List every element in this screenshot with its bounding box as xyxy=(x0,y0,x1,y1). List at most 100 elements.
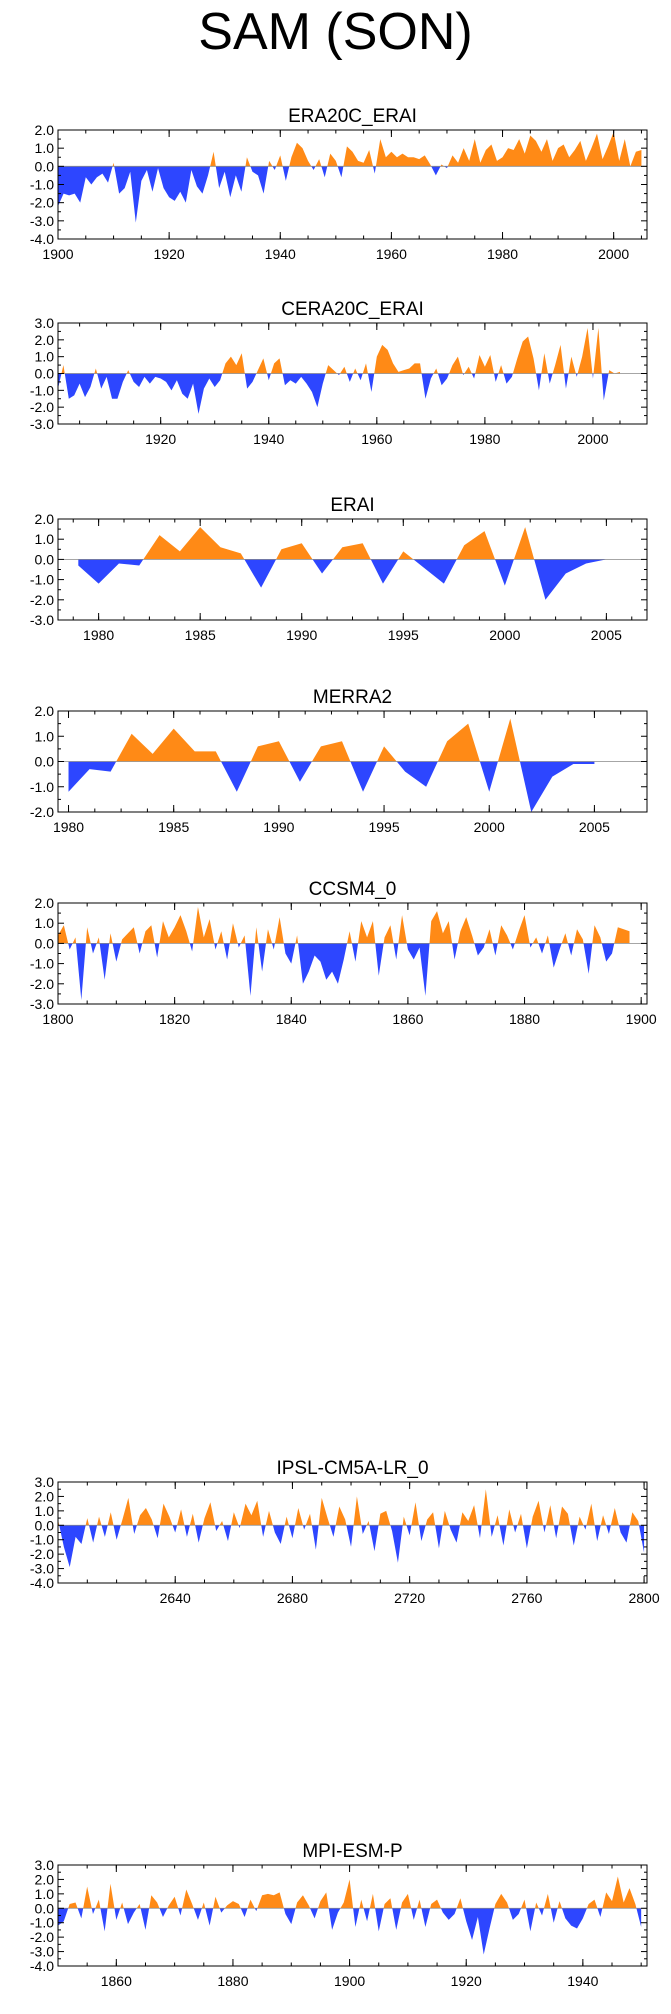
y-tick-label: 1.0 xyxy=(35,1886,55,1902)
x-tick-label: 2000 xyxy=(474,819,505,835)
positive-area xyxy=(58,1489,640,1526)
chart-erai: ERAI 2.0 1.0 0.0 -1.0 -2.0 -3.0 1980 1985 1990 199… xyxy=(30,495,648,643)
chart-title: CCSM4_0 xyxy=(309,879,397,900)
y-tick-label: 3.0 xyxy=(35,315,55,331)
x-tick-label: 2005 xyxy=(591,627,622,643)
negative-area xyxy=(68,761,595,812)
data-points xyxy=(68,718,595,813)
positive-area xyxy=(68,718,595,762)
y-tick-label: -2.0 xyxy=(30,399,54,415)
y-tick-label: -3.0 xyxy=(30,1944,54,1960)
x-tick-label: 1940 xyxy=(265,246,296,262)
plot-frame xyxy=(57,322,648,425)
x-tick-label: 1820 xyxy=(159,1011,190,1027)
y-tick-label: -2.0 xyxy=(30,195,54,211)
plot-frame xyxy=(57,518,648,621)
plot-frame xyxy=(57,1864,648,1967)
chart-title: MERRA2 xyxy=(313,687,392,708)
x-tick-label: 1985 xyxy=(158,819,189,835)
x-tick-label: 1980 xyxy=(53,819,84,835)
x-tick-label: 1990 xyxy=(286,627,317,643)
y-tick-label: 2.0 xyxy=(35,122,55,138)
y-tick-label: 1.0 xyxy=(35,140,55,156)
page-title: SAM (SON) xyxy=(198,3,473,61)
chart-title: ERAI xyxy=(330,495,374,516)
negative-area xyxy=(58,373,620,414)
y-tick-label: -2.0 xyxy=(30,804,54,820)
chart-title: CERA20C_ERAI xyxy=(281,299,424,320)
x-tick-label: 2680 xyxy=(277,1590,308,1606)
x-tick-label: 1800 xyxy=(42,1011,73,1027)
plot-frame xyxy=(57,129,648,240)
x-tick-label: 2000 xyxy=(489,627,520,643)
x-tick-label: 2000 xyxy=(577,431,608,447)
y-tick-label: 1.0 xyxy=(35,1503,55,1519)
y-tick-label: -4.0 xyxy=(30,231,54,247)
y-tick-label: 1.0 xyxy=(35,915,55,931)
data-points xyxy=(57,327,620,414)
y-tick-label: -3.0 xyxy=(30,1561,54,1577)
y-tick-label: 0.0 xyxy=(35,158,55,174)
x-tick-label: 1900 xyxy=(626,1011,657,1027)
x-tick-label: 1860 xyxy=(392,1011,423,1027)
chart-mpi-esm-p: MPI-ESM-P 3.02.01.00.0-1.0-2.0-3.0-4.0 186… xyxy=(30,1841,648,1989)
data-point xyxy=(68,791,69,792)
chart-cera20c-erai: CERA20C_ERAI 3.02.01.00.0-1.0-2.0-3.0 1920… xyxy=(30,299,648,447)
y-tick-label: 2.0 xyxy=(35,511,55,527)
y-tick-label: 2.0 xyxy=(35,332,55,348)
y-tick-label: -3.0 xyxy=(30,996,54,1012)
y-tick-label: 2.0 xyxy=(35,895,55,911)
chart-title: IPSL-CM5A-LR_0 xyxy=(276,1458,428,1479)
positive-area xyxy=(78,527,627,560)
x-tick-label: 1880 xyxy=(509,1011,540,1027)
chart-era20c-erai: ERA20C_ERAI 2.0 1.0 0.0 -1.0 -2.0 -3.0 -4.01900… xyxy=(30,106,648,262)
y-tick-label: -3.0 xyxy=(30,213,54,229)
y-tick-label: 0.0 xyxy=(35,1900,55,1916)
x-tick-label: 1840 xyxy=(276,1011,307,1027)
y-tick-label: -3.0 xyxy=(30,416,54,432)
y-tick-label: 1.0 xyxy=(35,349,55,365)
x-tick-label: 1940 xyxy=(253,431,284,447)
chart-ipsl-cm5a-lr-0: IPSL-CM5A-LR_0 3.02.01.00.0-1.0-2.0-3.0-4… xyxy=(30,1458,660,1606)
y-tick-label: 0.0 xyxy=(35,935,55,951)
x-tick-label: 1920 xyxy=(451,1973,482,1989)
x-tick-label: 2720 xyxy=(394,1590,425,1606)
y-tick-label: -3.0 xyxy=(30,612,54,628)
x-tick-label: 1980 xyxy=(487,246,518,262)
positive-area xyxy=(58,907,630,944)
y-tick-label: -2.0 xyxy=(30,976,54,992)
y-tick-label: 0.0 xyxy=(35,754,55,770)
x-tick-label: 1980 xyxy=(469,431,500,447)
y-tick-label: -1.0 xyxy=(30,1532,54,1548)
y-tick-label: -2.0 xyxy=(30,1929,54,1945)
x-tick-label: 1960 xyxy=(376,246,407,262)
x-tick-label: 2800 xyxy=(628,1590,659,1606)
x-tick-label: 1960 xyxy=(361,431,392,447)
x-tick-label: 2640 xyxy=(160,1590,191,1606)
y-tick-label: 2.0 xyxy=(35,1488,55,1504)
y-tick-label: 2.0 xyxy=(35,703,55,719)
y-tick-label: -1.0 xyxy=(30,1915,54,1931)
x-tick-label: 2000 xyxy=(598,246,629,262)
x-tick-label: 1940 xyxy=(567,1973,598,1989)
data-points xyxy=(57,131,642,223)
y-tick-label: -4.0 xyxy=(30,1575,54,1591)
y-tick-label: 1.0 xyxy=(35,531,55,547)
x-tick-label: 2005 xyxy=(579,819,610,835)
x-tick-label: 1860 xyxy=(101,1973,132,1989)
plot-frame xyxy=(57,1481,648,1584)
x-tick-label: 1980 xyxy=(83,627,114,643)
positive-area xyxy=(58,131,642,167)
x-tick-label: 1985 xyxy=(185,627,216,643)
y-tick-label: 3.0 xyxy=(35,1857,55,1873)
y-tick-label: -1.0 xyxy=(30,956,54,972)
x-tick-label: 1920 xyxy=(154,246,185,262)
negative-area xyxy=(58,1908,642,1955)
chart-title: MPI-ESM-P xyxy=(302,1841,402,1862)
y-tick-label: 0.0 xyxy=(35,366,55,382)
x-tick-label: 1995 xyxy=(368,819,399,835)
y-tick-label: -1.0 xyxy=(30,572,54,588)
x-tick-label: 1920 xyxy=(145,431,176,447)
y-tick-label: 0.0 xyxy=(35,551,55,567)
